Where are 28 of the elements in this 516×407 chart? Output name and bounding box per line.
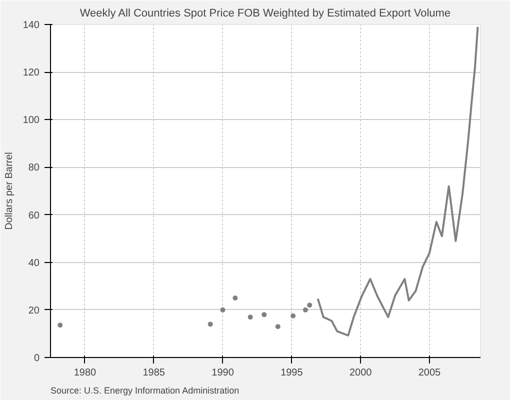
point: [232, 296, 238, 301]
y-tick-label: 0: [34, 353, 40, 364]
y-tick-label: 40: [28, 258, 40, 269]
y-tick-label: 140: [22, 20, 40, 31]
point: [220, 307, 226, 312]
point: [275, 324, 280, 330]
y-tick-label: 100: [22, 115, 40, 126]
y-tick-label: 80: [28, 162, 40, 174]
point: [262, 312, 267, 318]
source-note: Source: U.S. Energy Information Administration: [50, 386, 240, 396]
y-axis-title: Dollars per Barrel: [4, 152, 15, 230]
x-tick-label: 1985: [142, 368, 166, 378]
point: [208, 322, 213, 327]
x-tick-label: 1990: [212, 368, 234, 378]
x-tick-label: 1995: [280, 368, 304, 378]
chart-title: Weekly All Countries Spot Price FOB Weighted by Estimated Export Volume: [80, 8, 451, 20]
point: [302, 307, 308, 312]
point: [307, 302, 312, 308]
point: [58, 322, 63, 328]
x-tick-label: 2005: [418, 368, 442, 378]
line-series: [316, 26, 479, 336]
x-tick-label: 1980: [74, 368, 97, 378]
point: [248, 314, 253, 320]
y-tick-label: 20: [28, 305, 40, 316]
point: [290, 313, 296, 318]
y-tick-label: 60: [28, 210, 40, 222]
y-tick-label: 120: [22, 68, 40, 79]
x-tick-label: 2000: [349, 368, 372, 378]
